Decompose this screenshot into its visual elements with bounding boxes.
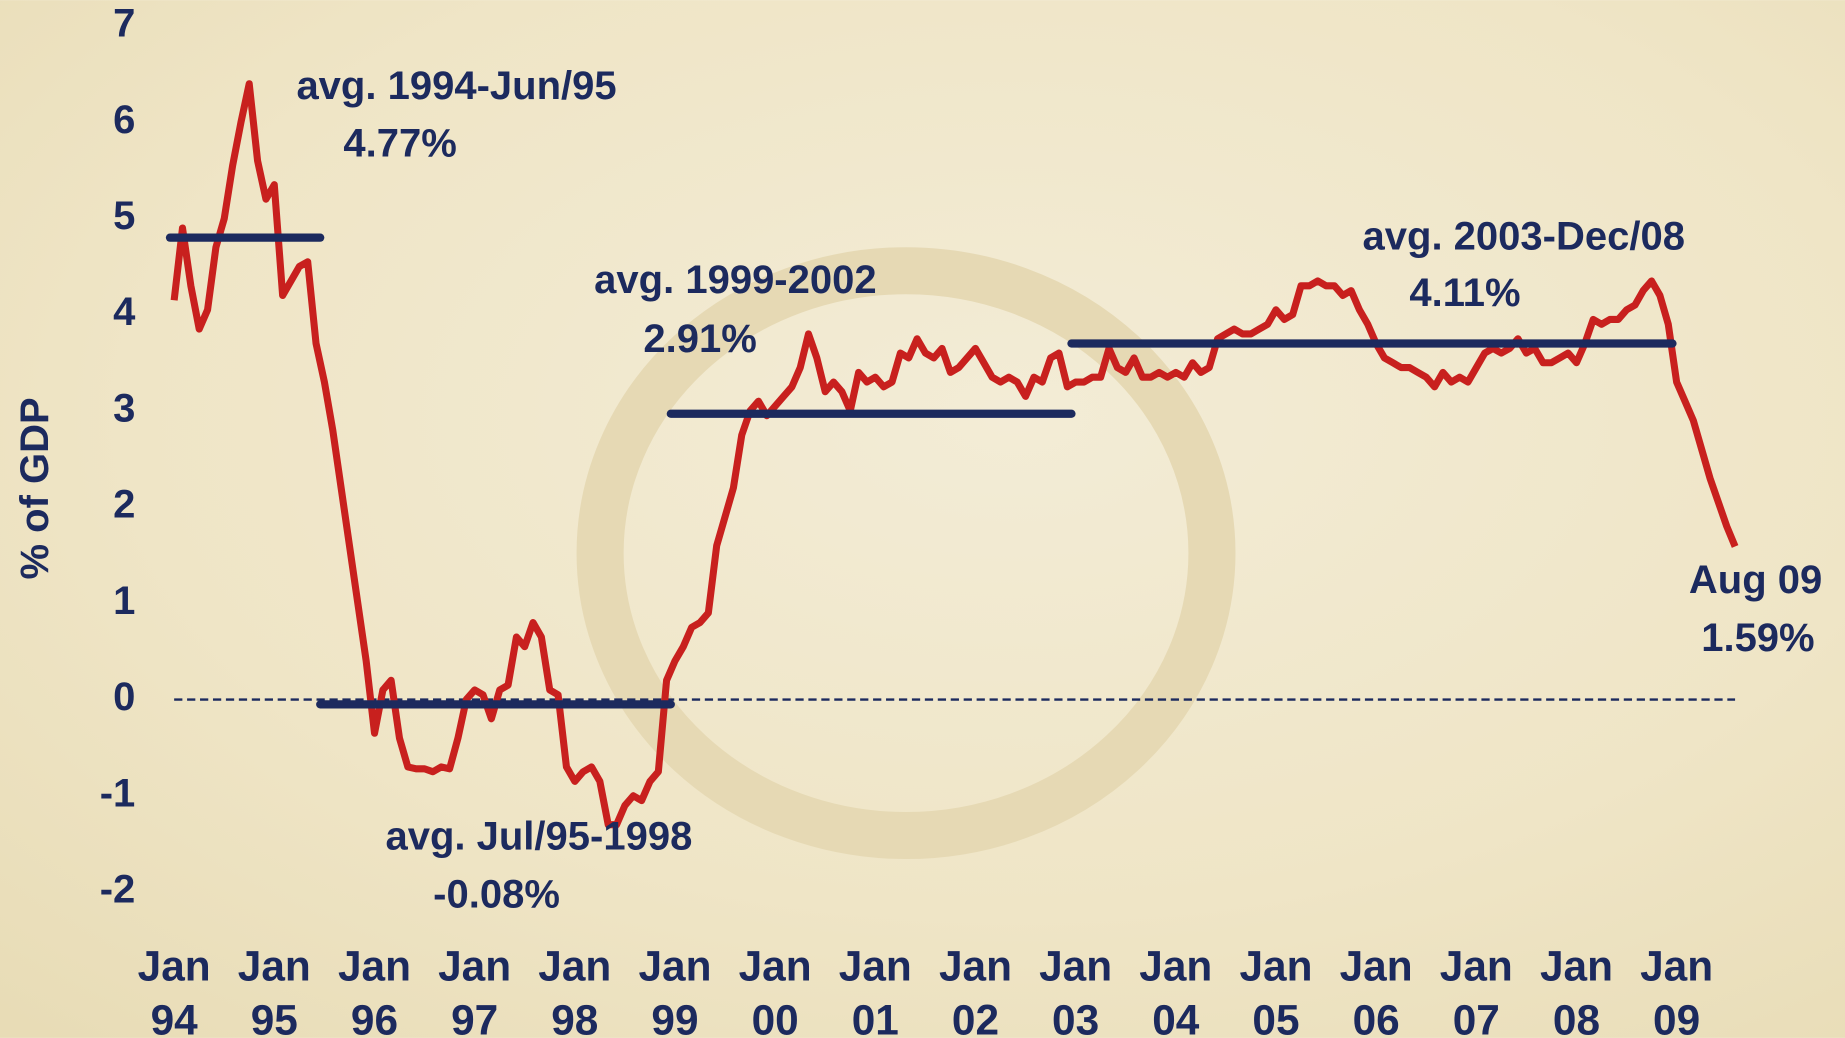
annotation: avg. 1994-Jun/95 <box>296 64 616 108</box>
x-tick: Jan 94 <box>121 939 227 1038</box>
y-tick-label: 2 <box>113 483 135 527</box>
x-tick-label: Jan 97 <box>422 939 528 1038</box>
x-tick: Jan 02 <box>923 939 1029 1038</box>
x-tick-label: Jan 02 <box>923 939 1029 1038</box>
annotation: 2.91% <box>643 317 756 361</box>
y-tick-label: 4 <box>113 290 136 334</box>
x-tick: Jan 00 <box>722 939 828 1038</box>
x-tick: Jan 05 <box>1223 939 1329 1038</box>
page: % of GDP -2-101234567Jan 94Jan 95Jan 96J… <box>0 0 1845 1038</box>
x-tick: Jan 04 <box>1123 939 1229 1038</box>
x-tick-label: Jan 00 <box>722 939 828 1038</box>
y-tick-label: 0 <box>113 675 135 719</box>
background <box>0 0 1845 1038</box>
x-tick-label: Jan 99 <box>622 939 728 1038</box>
x-tick-label: Jan 04 <box>1123 939 1229 1038</box>
annotation: avg. Jul/95-1998 <box>385 815 692 859</box>
annotation: 4.77% <box>343 122 456 166</box>
chart: % of GDP -2-101234567Jan 94Jan 95Jan 96J… <box>0 0 1845 1038</box>
x-tick: Jan 99 <box>622 939 728 1038</box>
y-tick-label: 3 <box>113 386 135 430</box>
x-tick: Jan 97 <box>422 939 528 1038</box>
annotation: -0.08% <box>433 872 560 916</box>
annotation: 1.59% <box>1701 616 1814 660</box>
annotation: Aug 09 <box>1689 558 1822 602</box>
x-tick-label: Jan 06 <box>1323 939 1429 1038</box>
x-tick-label: Jan 09 <box>1624 939 1730 1038</box>
x-tick-label: Jan 96 <box>322 939 428 1038</box>
y-tick-label: -2 <box>100 868 136 912</box>
x-tick-label: Jan 08 <box>1524 939 1630 1038</box>
y-tick-label: 6 <box>113 98 135 142</box>
y-axis-label: % of GDP <box>13 397 57 579</box>
x-tick: Jan 01 <box>822 939 928 1038</box>
y-tick-label: 5 <box>113 194 135 238</box>
annotation: 4.11% <box>1409 271 1520 315</box>
x-tick: Jan 06 <box>1323 939 1429 1038</box>
x-tick: Jan 95 <box>221 939 327 1038</box>
y-tick-label: 7 <box>113 2 135 46</box>
y-tick-label: 1 <box>113 579 135 623</box>
x-tick-label: Jan 95 <box>221 939 327 1038</box>
annotation: avg. 2003-Dec/08 <box>1363 215 1685 259</box>
y-tick-label: -1 <box>100 771 136 815</box>
x-tick: Jan 07 <box>1423 939 1529 1038</box>
x-tick-label: Jan 07 <box>1423 939 1529 1038</box>
x-tick: Jan 03 <box>1023 939 1129 1038</box>
x-tick: Jan 08 <box>1524 939 1630 1038</box>
x-tick: Jan 96 <box>322 939 428 1038</box>
x-tick-label: Jan 03 <box>1023 939 1129 1038</box>
x-tick-label: Jan 98 <box>522 939 628 1038</box>
x-tick: Jan 98 <box>522 939 628 1038</box>
x-tick-label: Jan 01 <box>822 939 928 1038</box>
x-tick-label: Jan 94 <box>121 939 227 1038</box>
annotation: avg. 1999-2002 <box>594 258 876 302</box>
x-tick-label: Jan 05 <box>1223 939 1329 1038</box>
x-tick: Jan 09 <box>1624 939 1730 1038</box>
